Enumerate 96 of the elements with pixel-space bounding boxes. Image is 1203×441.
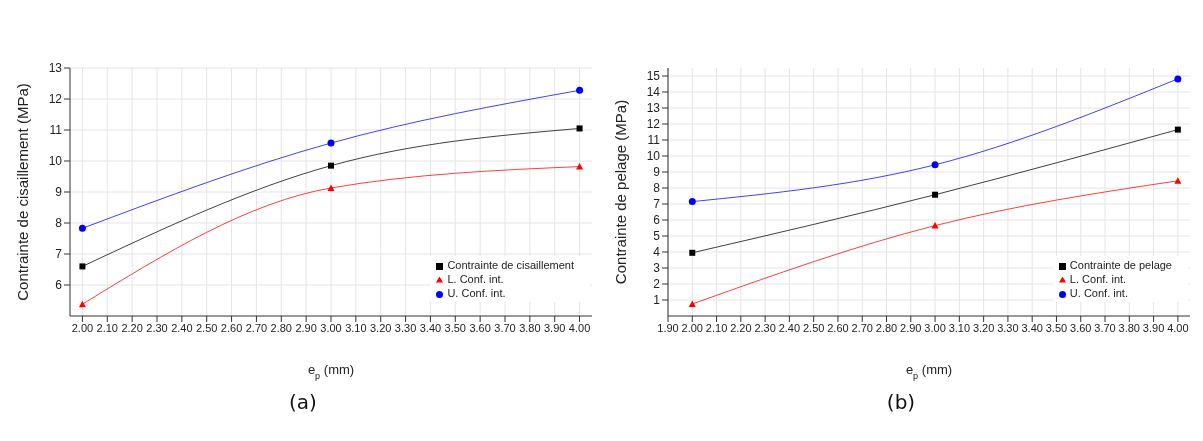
legend-label: L. Conf. int. bbox=[447, 273, 504, 285]
point bbox=[688, 198, 696, 206]
x-tick-label: 2.60 bbox=[220, 321, 243, 334]
x-tick-label: 2.50 bbox=[196, 321, 218, 334]
y-tick-label: 9 bbox=[653, 165, 661, 180]
point bbox=[932, 191, 939, 198]
y-tick-label: 1 bbox=[653, 293, 661, 308]
x-tick-label: 3.00 bbox=[924, 321, 946, 334]
x-tick-label: 2.40 bbox=[778, 321, 801, 334]
x-tick-label: 2.90 bbox=[295, 321, 317, 334]
x-tick-label: 2.10 bbox=[96, 321, 118, 334]
y-tick-label: 10 bbox=[646, 149, 661, 164]
x-tick-label: 2.00 bbox=[71, 321, 94, 334]
y-tick-label: 15 bbox=[646, 69, 661, 84]
x-axis-title: e$_{p}$ (mm) bbox=[307, 362, 355, 381]
legend-label: Contrainte de pelage bbox=[1069, 259, 1172, 271]
y-tick-label: 12 bbox=[646, 117, 661, 132]
x-tick-label: 2.30 bbox=[146, 321, 168, 334]
y-tick-label: 8 bbox=[55, 216, 63, 231]
x-tick-label: 3.70 bbox=[494, 321, 516, 334]
legend-label: Contrainte de cisaillement bbox=[447, 259, 574, 271]
point bbox=[931, 161, 939, 169]
legend-label: U. Conf. int. bbox=[447, 287, 506, 299]
x-tick-label: 3.30 bbox=[394, 321, 417, 334]
point bbox=[931, 222, 939, 229]
point bbox=[78, 300, 86, 308]
x-tick-label: 2.80 bbox=[875, 321, 898, 334]
legend-label: U. Conf. int. bbox=[1069, 287, 1128, 299]
point bbox=[1174, 75, 1182, 83]
x-tick-label: 2.20 bbox=[730, 321, 752, 334]
x-tick-label: 3.70 bbox=[1094, 321, 1116, 334]
point bbox=[688, 300, 696, 307]
x-tick-label: 2.90 bbox=[900, 321, 922, 334]
y-axis-title: Contrainte de cisaillement (MPa) bbox=[14, 83, 31, 301]
x-tick-label: 3.40 bbox=[1021, 321, 1043, 334]
y-tick-label: 6 bbox=[653, 213, 661, 228]
y-tick-label: 7 bbox=[55, 247, 63, 262]
point bbox=[689, 249, 696, 256]
x-tick-label: 3.60 bbox=[1070, 321, 1092, 334]
point bbox=[576, 163, 584, 170]
x-tick-label: 2.40 bbox=[171, 321, 193, 334]
x-tick-label: 2.70 bbox=[851, 321, 873, 334]
y-tick-label: 13 bbox=[646, 101, 661, 116]
x-tick-label: 3.80 bbox=[519, 321, 541, 334]
text: (a) bbox=[288, 390, 318, 414]
x-axis-title: e$_{p}$ (mm) bbox=[905, 362, 953, 381]
x-tick-label: 4.00 bbox=[568, 321, 591, 334]
y-tick-label: 14 bbox=[646, 85, 661, 100]
y-tick-label: 2 bbox=[653, 277, 661, 292]
x-tick-label: 3.30 bbox=[997, 321, 1019, 334]
y-tick-label: 3 bbox=[653, 261, 661, 276]
x-tick-label: 3.10 bbox=[948, 321, 971, 334]
point bbox=[327, 184, 335, 191]
point bbox=[327, 139, 335, 147]
point bbox=[576, 125, 583, 132]
x-tick-label: 2.00 bbox=[681, 321, 703, 334]
point bbox=[576, 86, 584, 94]
x-tick-label: 3.50 bbox=[444, 321, 466, 334]
y-tick-label: 11 bbox=[647, 133, 661, 148]
x-tick-label: 3.10 bbox=[345, 321, 367, 334]
x-tick-label: 3.80 bbox=[1118, 321, 1141, 334]
point bbox=[79, 263, 86, 270]
point bbox=[328, 162, 334, 169]
x-tick-label: 2.60 bbox=[827, 321, 849, 334]
legend-label: L. Conf. int. bbox=[1069, 273, 1127, 285]
point bbox=[1174, 177, 1182, 184]
point bbox=[1174, 126, 1181, 133]
x-tick-label: 1.90 bbox=[657, 321, 679, 334]
y-tick-label: 9 bbox=[55, 185, 63, 200]
point bbox=[78, 224, 86, 232]
x-tick-label: 2.20 bbox=[121, 321, 143, 334]
x-tick-label: 3.00 bbox=[320, 321, 342, 334]
y-tick-label: 5 bbox=[653, 229, 661, 244]
y-tick-label: 6 bbox=[55, 278, 63, 293]
y-tick-label: 4 bbox=[653, 245, 661, 260]
text: (b) bbox=[885, 390, 917, 414]
y-tick-label: 13 bbox=[48, 61, 63, 76]
x-tick-label: 3.40 bbox=[419, 321, 442, 334]
x-tick-label: 3.20 bbox=[370, 321, 392, 334]
x-tick-label: 3.90 bbox=[1142, 321, 1165, 334]
y-axis-title: Contrainte de pelage (MPa) bbox=[612, 99, 629, 285]
x-tick-label: 2.10 bbox=[705, 321, 728, 334]
x-tick-label: 3.90 bbox=[544, 321, 566, 334]
x-tick-label: 2.70 bbox=[245, 321, 268, 334]
x-tick-label: 3.60 bbox=[469, 321, 491, 334]
x-tick-label: 2.80 bbox=[270, 321, 292, 334]
x-tick-label: 4.00 bbox=[1167, 321, 1189, 334]
y-tick-label: 11 bbox=[49, 123, 63, 138]
y-tick-label: 7 bbox=[653, 197, 661, 212]
x-tick-label: 2.50 bbox=[802, 321, 825, 334]
y-tick-label: 12 bbox=[48, 92, 63, 107]
y-tick-label: 8 bbox=[653, 181, 661, 196]
x-tick-label: 3.50 bbox=[1045, 321, 1068, 334]
y-tick-label: 10 bbox=[48, 154, 63, 169]
x-tick-label: 3.20 bbox=[972, 321, 995, 334]
x-tick-label: 2.30 bbox=[754, 321, 776, 334]
